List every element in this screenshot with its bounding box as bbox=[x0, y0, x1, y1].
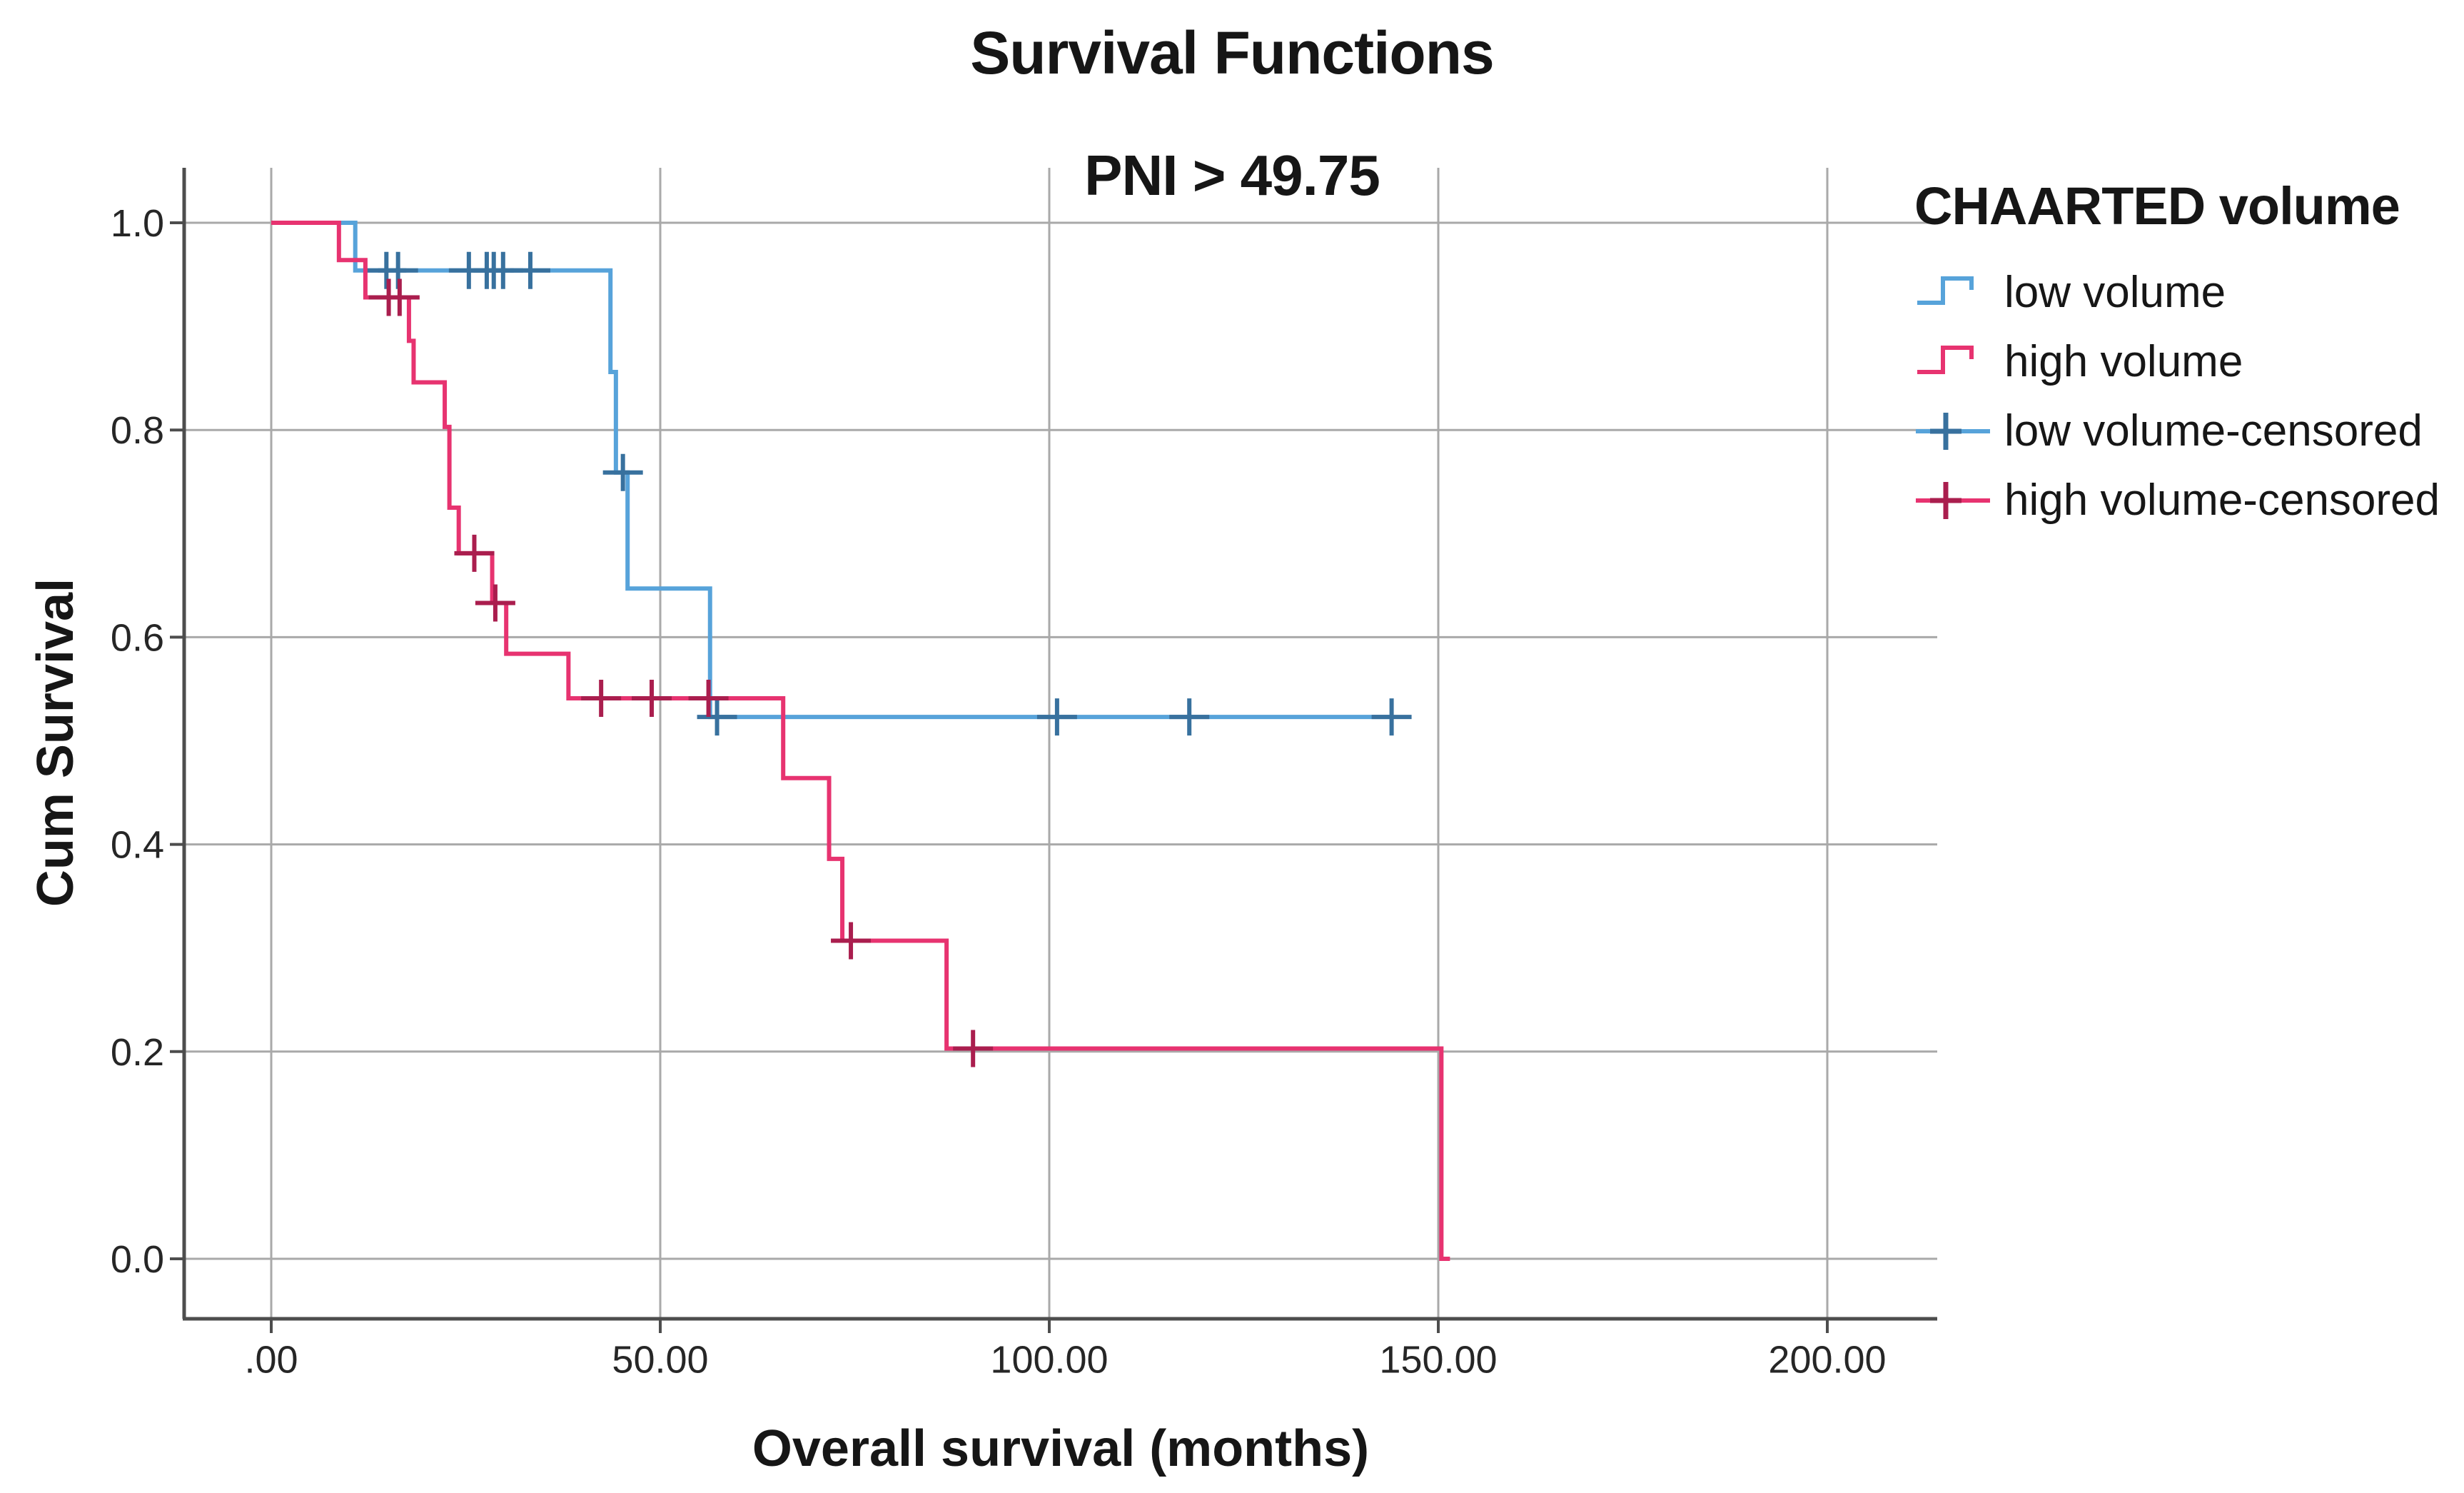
censor-plus-icon bbox=[1916, 481, 1990, 519]
legend-item-low-volume-censored: low volume-censored bbox=[1914, 396, 2464, 466]
x-tick-label: 50.00 bbox=[612, 1338, 708, 1381]
legend-item-label: high volume bbox=[2004, 337, 2243, 386]
x-tick-label: .00 bbox=[244, 1338, 298, 1381]
step-line-glyph bbox=[1917, 345, 1974, 374]
x-axis-title: Overall survival (months) bbox=[752, 1420, 1370, 1477]
y-tick-label: 0.0 bbox=[111, 1238, 164, 1281]
series-path-low-volume bbox=[271, 221, 1392, 720]
legend-item-high-volume-censored: high volume-censored bbox=[1914, 466, 2464, 535]
y-axis-title: Cum Survival bbox=[27, 578, 84, 908]
y-tick-label: 0.4 bbox=[111, 824, 164, 867]
x-tick-label: 200.00 bbox=[1768, 1338, 1886, 1381]
series-path-high-volume bbox=[271, 221, 1450, 1261]
y-tick-label: 0.2 bbox=[111, 1031, 164, 1074]
legend-title: CHAARTED volume bbox=[1914, 176, 2400, 236]
legend-item-high-volume: high volume bbox=[1914, 327, 2464, 396]
y-tick-label: 1.0 bbox=[111, 202, 164, 245]
y-tick-label: 0.6 bbox=[111, 616, 164, 659]
chart-subtitle: PNI > 49.75 bbox=[1084, 144, 1380, 207]
x-tick-label: 150.00 bbox=[1379, 1338, 1497, 1381]
legend-item-low-volume: low volume bbox=[1914, 258, 2464, 327]
chart-title: Survival Functions bbox=[970, 19, 1495, 86]
step-line-icon bbox=[1917, 345, 1974, 374]
y-tick-label: 0.8 bbox=[111, 409, 164, 452]
step-line-icon bbox=[1917, 276, 1974, 305]
legend: CHAARTED volume low volume high volume low… bbox=[1914, 176, 2464, 535]
step-line-glyph bbox=[1917, 276, 1974, 305]
legend-item-label: low volume-censored bbox=[2004, 406, 2423, 456]
x-tick-label: 100.00 bbox=[990, 1338, 1108, 1381]
legend-items: low volume high volume low volume-censored… bbox=[1914, 258, 2464, 535]
legend-item-label: low volume bbox=[2004, 268, 2226, 317]
censor-plus-icon bbox=[1916, 412, 1990, 450]
legend-item-label: high volume-censored bbox=[2004, 476, 2440, 525]
